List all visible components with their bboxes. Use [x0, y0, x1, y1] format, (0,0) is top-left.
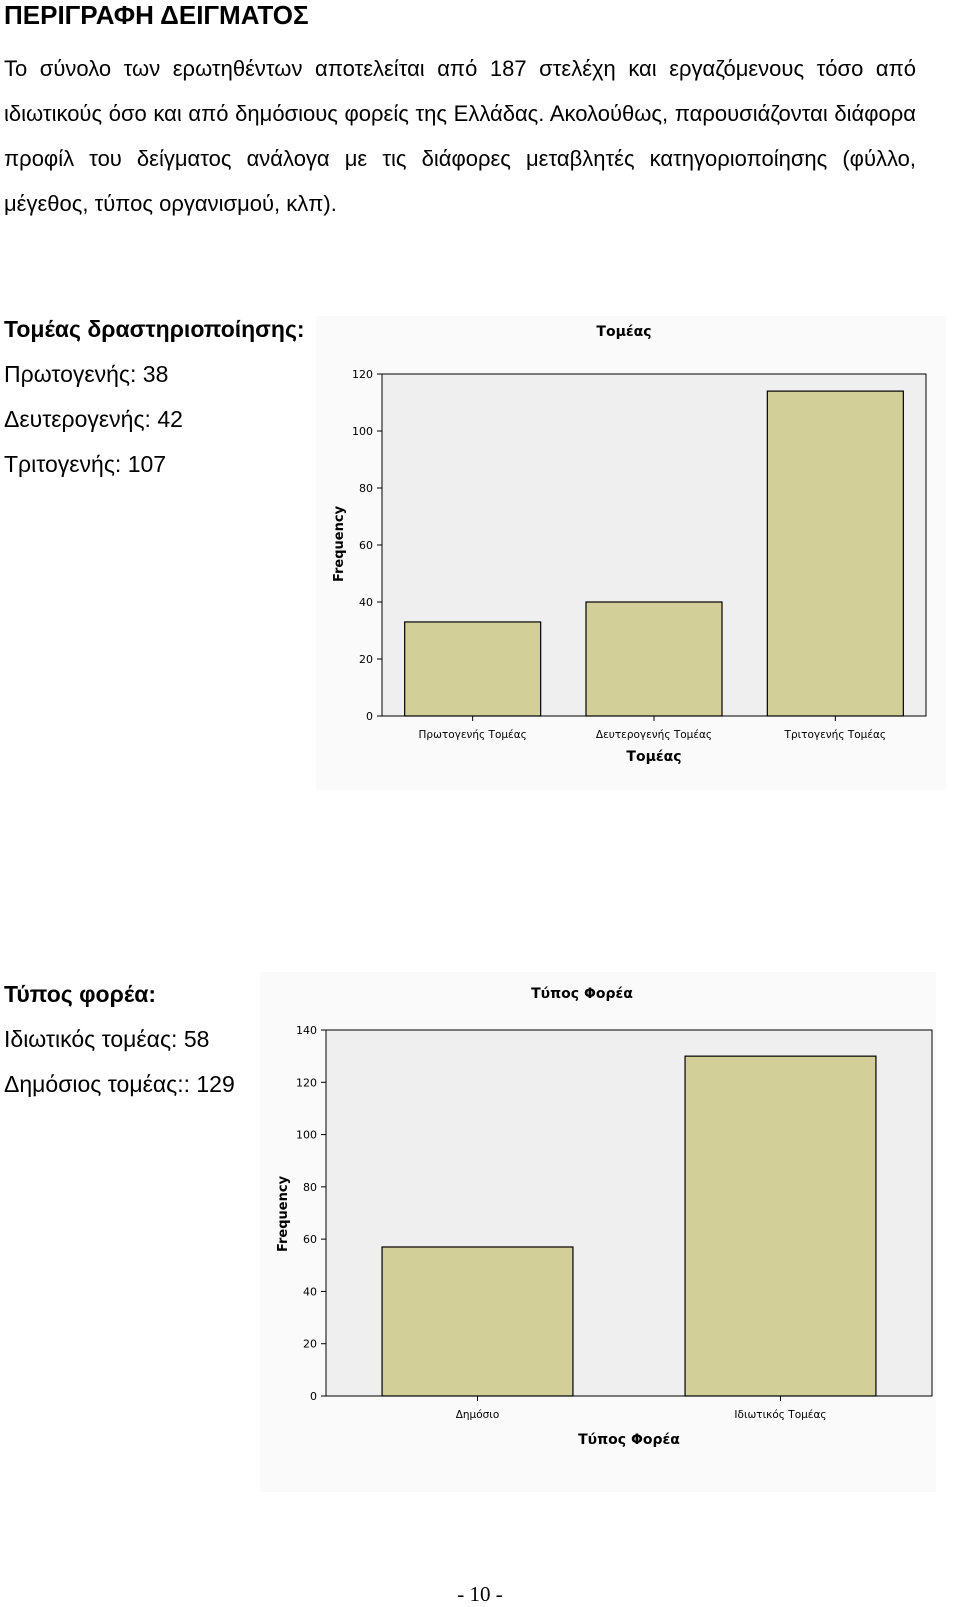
sector-section-title: Τομέας δραστηριοποίησης:	[4, 316, 305, 342]
intro-paragraph: Το σύνολο των ερωτηθέντων αποτελείται απ…	[4, 56, 916, 216]
x-tick-label: Πρωτογενής Τομέας	[419, 729, 527, 741]
chart-title: Τομέας	[596, 324, 651, 340]
page-heading: ΠΕΡΙΓΡΑΦΗ ΔΕΙΓΜΑΤΟΣ	[4, 0, 309, 30]
y-tick-label: 60	[303, 1233, 317, 1246]
y-tick-label: 0	[310, 1390, 317, 1403]
org-type-section-title: Τύπος φορέα:	[4, 981, 157, 1007]
y-tick-label: 80	[359, 482, 373, 495]
y-axis-label: Frequency	[332, 505, 347, 582]
org-type-stat-public: Δημόσιος τομέας:: 129	[4, 1071, 235, 1097]
y-tick-label: 40	[303, 1285, 317, 1298]
y-tick-label: 140	[296, 1024, 317, 1037]
x-axis-label: Τύπος Φορέα	[578, 1432, 680, 1448]
x-tick-label: Δευτερογενής Τομέας	[596, 729, 712, 741]
y-tick-label: 0	[366, 710, 373, 723]
y-tick-label: 60	[359, 539, 373, 552]
y-tick-label: 100	[352, 425, 373, 438]
sector-stat-primary: Πρωτογενής: 38	[4, 361, 169, 387]
bar	[404, 621, 542, 717]
bar	[766, 390, 904, 717]
sector-bar-chart: Τομέας Frequency Τομέας 0 20 40 60 80 100 120 Πρωτ…	[316, 316, 946, 790]
y-tick-label: 100	[296, 1129, 317, 1142]
sector-stat-tertiary: Τριτογενής: 107	[4, 451, 167, 477]
x-tick-label: Τριτογενής Τομέας	[784, 729, 887, 741]
bar	[585, 601, 723, 717]
page-number: - 10 -	[457, 1582, 503, 1606]
x-tick-label: Δημόσιο	[456, 1409, 500, 1421]
x-tick-label: Ιδιωτικός Τομέας	[734, 1409, 826, 1421]
y-tick-label: 80	[303, 1181, 317, 1194]
y-tick-label: 20	[303, 1338, 317, 1351]
org-type-stat-private: Ιδιωτικός τομέας: 58	[4, 1026, 210, 1052]
y-tick-label: 120	[296, 1076, 317, 1089]
sector-stat-secondary: Δευτερογενής: 42	[4, 406, 183, 432]
bar	[684, 1055, 877, 1397]
org-type-bar-chart: Τύπος Φορέα Frequency Τύπος Φορέα 0 20 40 60 80…	[260, 972, 936, 1492]
bar	[381, 1246, 574, 1397]
y-tick-label: 40	[359, 596, 373, 609]
y-axis-label: Frequency	[276, 1175, 291, 1252]
chart-title: Τύπος Φορέα	[531, 986, 633, 1002]
y-tick-label: 120	[352, 368, 373, 381]
x-axis-label: Τομέας	[626, 749, 681, 765]
y-tick-label: 20	[359, 653, 373, 666]
